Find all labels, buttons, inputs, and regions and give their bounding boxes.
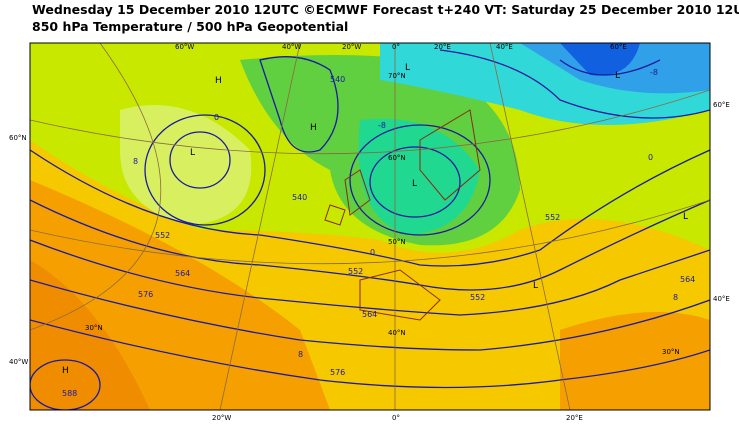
warm-area — [560, 312, 710, 410]
contour-label: 564 — [362, 310, 377, 319]
pressure-center: L — [190, 148, 195, 158]
contour-label: -8 — [650, 68, 658, 77]
contour-label: 8 — [298, 350, 303, 359]
contour-label: 0 — [370, 248, 375, 257]
lat-label: 30°N — [85, 324, 103, 332]
lon-label: 0° — [392, 414, 400, 422]
lon-label: 0° — [392, 43, 400, 51]
lat-label: 60°E — [713, 101, 730, 109]
contour-label: 8 — [133, 157, 138, 166]
coastlines — [324, 109, 481, 321]
pressure-center: L — [683, 212, 688, 222]
contour-label: 576 — [330, 368, 345, 377]
graticule — [30, 43, 710, 410]
contours — [30, 49, 710, 410]
contour-label: -8 — [378, 121, 386, 130]
lat-label: 40°W — [9, 358, 28, 366]
contour-label: 564 — [175, 269, 190, 278]
contour-label: 552 — [545, 213, 560, 222]
lat-label: 40°N — [388, 329, 406, 337]
contour-label: 540 — [292, 193, 307, 202]
lat-label: 30°N — [662, 348, 680, 356]
subtitle: 850 hPa Temperature / 500 hPa Geopotenti… — [32, 19, 349, 34]
cold-area — [358, 118, 480, 235]
lon-label: 40°W — [282, 43, 301, 51]
contour-label: 0 — [648, 153, 653, 162]
lon-label: 20°E — [434, 43, 451, 51]
lon-label: 20°E — [566, 414, 583, 422]
pressure-center: L — [615, 71, 620, 81]
lat-label: 70°N — [388, 72, 406, 80]
contour-label: 8 — [673, 293, 678, 302]
contour-label: 540 — [330, 75, 345, 84]
pressure-center: L — [405, 63, 410, 73]
lat-label: 40°E — [713, 295, 730, 303]
lon-label: 60°E — [610, 43, 627, 51]
pressure-center: H — [62, 366, 69, 376]
frame — [29, 42, 711, 411]
pressure-center: L — [412, 179, 417, 189]
contour-label: 576 — [138, 290, 153, 299]
contour-label: 0 — [214, 113, 219, 122]
title: Wednesday 15 December 2010 12UTC ©ECMWF … — [32, 2, 739, 17]
lat-label: 60°N — [9, 134, 27, 142]
contour-label: 552 — [348, 267, 363, 276]
lon-label: 40°E — [496, 43, 513, 51]
lat-label: 50°N — [388, 238, 406, 246]
contour-label: 564 — [680, 275, 695, 284]
pressure-center: H — [310, 123, 317, 133]
mild-area — [120, 105, 252, 225]
contour-label: 552 — [470, 293, 485, 302]
lon-label: 20°W — [212, 414, 231, 422]
pressure-center: H — [215, 76, 222, 86]
cold-area — [560, 43, 640, 76]
lon-label: 60°W — [175, 43, 194, 51]
contour-label: 552 — [155, 231, 170, 240]
lon-label: 20°W — [342, 43, 361, 51]
contour-label: 588 — [62, 389, 77, 398]
labels: 60°W 40°W 20°W 0° 20°E 40°E 60°E 20°W 0°… — [9, 43, 730, 422]
lat-label: 60°N — [388, 154, 406, 162]
pressure-center: L — [533, 281, 538, 291]
